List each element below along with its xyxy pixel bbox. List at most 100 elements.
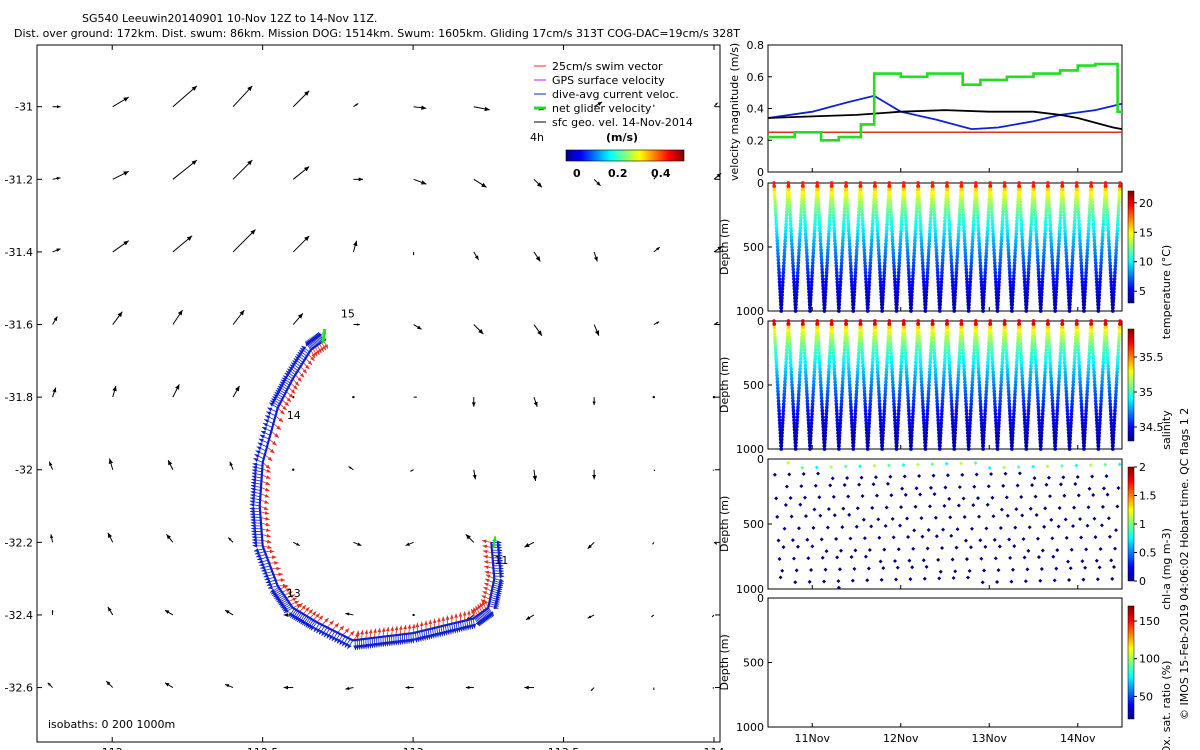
profile-point: [783, 376, 787, 381]
profile-point: [904, 229, 909, 233]
profile-point: [868, 267, 872, 272]
profile-point: [813, 210, 818, 214]
vector-head: [483, 555, 488, 559]
profile-point: [956, 229, 961, 233]
profile-point: [882, 274, 886, 278]
profile-point: [967, 293, 972, 297]
profile-point: [861, 373, 866, 378]
profile-point: [942, 373, 946, 378]
profile-point: [833, 383, 838, 387]
profile-point: [979, 418, 984, 423]
profile-point: [1051, 270, 1055, 275]
profile-point: [833, 248, 838, 252]
profile-point: [948, 235, 952, 240]
profile-point: [1096, 306, 1101, 310]
profile-point: [1111, 296, 1116, 301]
profile-point: [927, 238, 932, 243]
profile-point: [919, 229, 923, 233]
profile-point: [982, 418, 987, 423]
profile-point: [1106, 222, 1110, 227]
vector-head: [348, 466, 352, 469]
profile-point: [835, 280, 840, 285]
profile-point: [936, 418, 940, 423]
profile-point: [1112, 277, 1117, 281]
vector-head: [472, 474, 477, 480]
profile-point: [936, 415, 940, 419]
profile-point: [947, 219, 951, 224]
profile-point: [859, 328, 863, 333]
profile-point: [789, 376, 794, 381]
profile-point: [940, 267, 944, 272]
profile-point: [841, 373, 845, 378]
velocity-panel: 00.20.40.60.8 velocity magnitude (m/s): [728, 39, 1123, 181]
profile-point: [886, 206, 890, 211]
profile-point: [1111, 299, 1116, 304]
profile-point: [919, 383, 924, 387]
profile-point: [1012, 261, 1017, 265]
profile-point: [816, 335, 820, 339]
profile-point: [1015, 210, 1020, 214]
vector-head: [493, 605, 499, 610]
profile-point: [1106, 226, 1110, 230]
profile-point: [825, 254, 830, 259]
profile-point: [1116, 219, 1120, 224]
profile-point: [844, 184, 849, 188]
profile-point: [1094, 274, 1099, 278]
profile-point: [1049, 245, 1054, 249]
profile-point: [1099, 261, 1103, 265]
profile-point: [775, 376, 780, 381]
vector-head: [712, 615, 714, 617]
profile-point: [934, 251, 939, 256]
profile-point: [885, 360, 889, 365]
profile-point: [868, 392, 873, 397]
profile-point: [920, 389, 924, 394]
profile-point: [968, 277, 973, 281]
profile-point: [794, 440, 798, 445]
profile-point: [803, 357, 807, 362]
profile-point: [848, 248, 852, 252]
geo-vector: [713, 102, 718, 108]
profile-point: [834, 267, 839, 272]
profile-point: [909, 444, 913, 448]
profile-point: [824, 283, 828, 288]
profile-point: [1020, 376, 1025, 381]
geo-vector: [471, 397, 476, 407]
profile-point: [790, 242, 794, 246]
profile-point: [870, 219, 875, 224]
vector-head: [315, 613, 320, 618]
profile-point: [1012, 405, 1017, 410]
colorbar-interval-label: 4h: [530, 131, 544, 144]
profile-point: [892, 264, 896, 269]
profile-point: [869, 238, 874, 243]
profile-point: [991, 367, 995, 371]
vector-head: [390, 626, 395, 631]
profile-point: [881, 431, 885, 435]
profile-point: [897, 254, 902, 259]
profile-point: [844, 319, 848, 323]
profile-point: [873, 328, 878, 333]
profile-point: [861, 364, 865, 368]
geo-vector: [712, 469, 715, 471]
profile-point: [802, 338, 806, 343]
profile-point: [861, 229, 866, 233]
profile-point: [976, 360, 980, 365]
profile-point: [967, 299, 971, 304]
profile-point: [978, 405, 983, 410]
vector-head: [317, 348, 322, 354]
profile-point: [1075, 184, 1079, 188]
vector-head: [288, 591, 293, 595]
swim-vector: [262, 539, 272, 544]
profile-point: [806, 418, 811, 423]
profile-point: [1013, 389, 1017, 394]
vector-head: [467, 610, 471, 615]
vector-head: [250, 512, 255, 517]
profile-point: [1001, 203, 1006, 208]
profile-point: [868, 270, 872, 275]
profile-point: [844, 187, 849, 192]
profile-point: [777, 412, 782, 416]
profile-point: [834, 405, 839, 410]
profile-point: [862, 380, 866, 384]
profile-point: [1014, 232, 1018, 236]
profile-point: [918, 226, 923, 230]
geo-vector: [652, 395, 656, 399]
